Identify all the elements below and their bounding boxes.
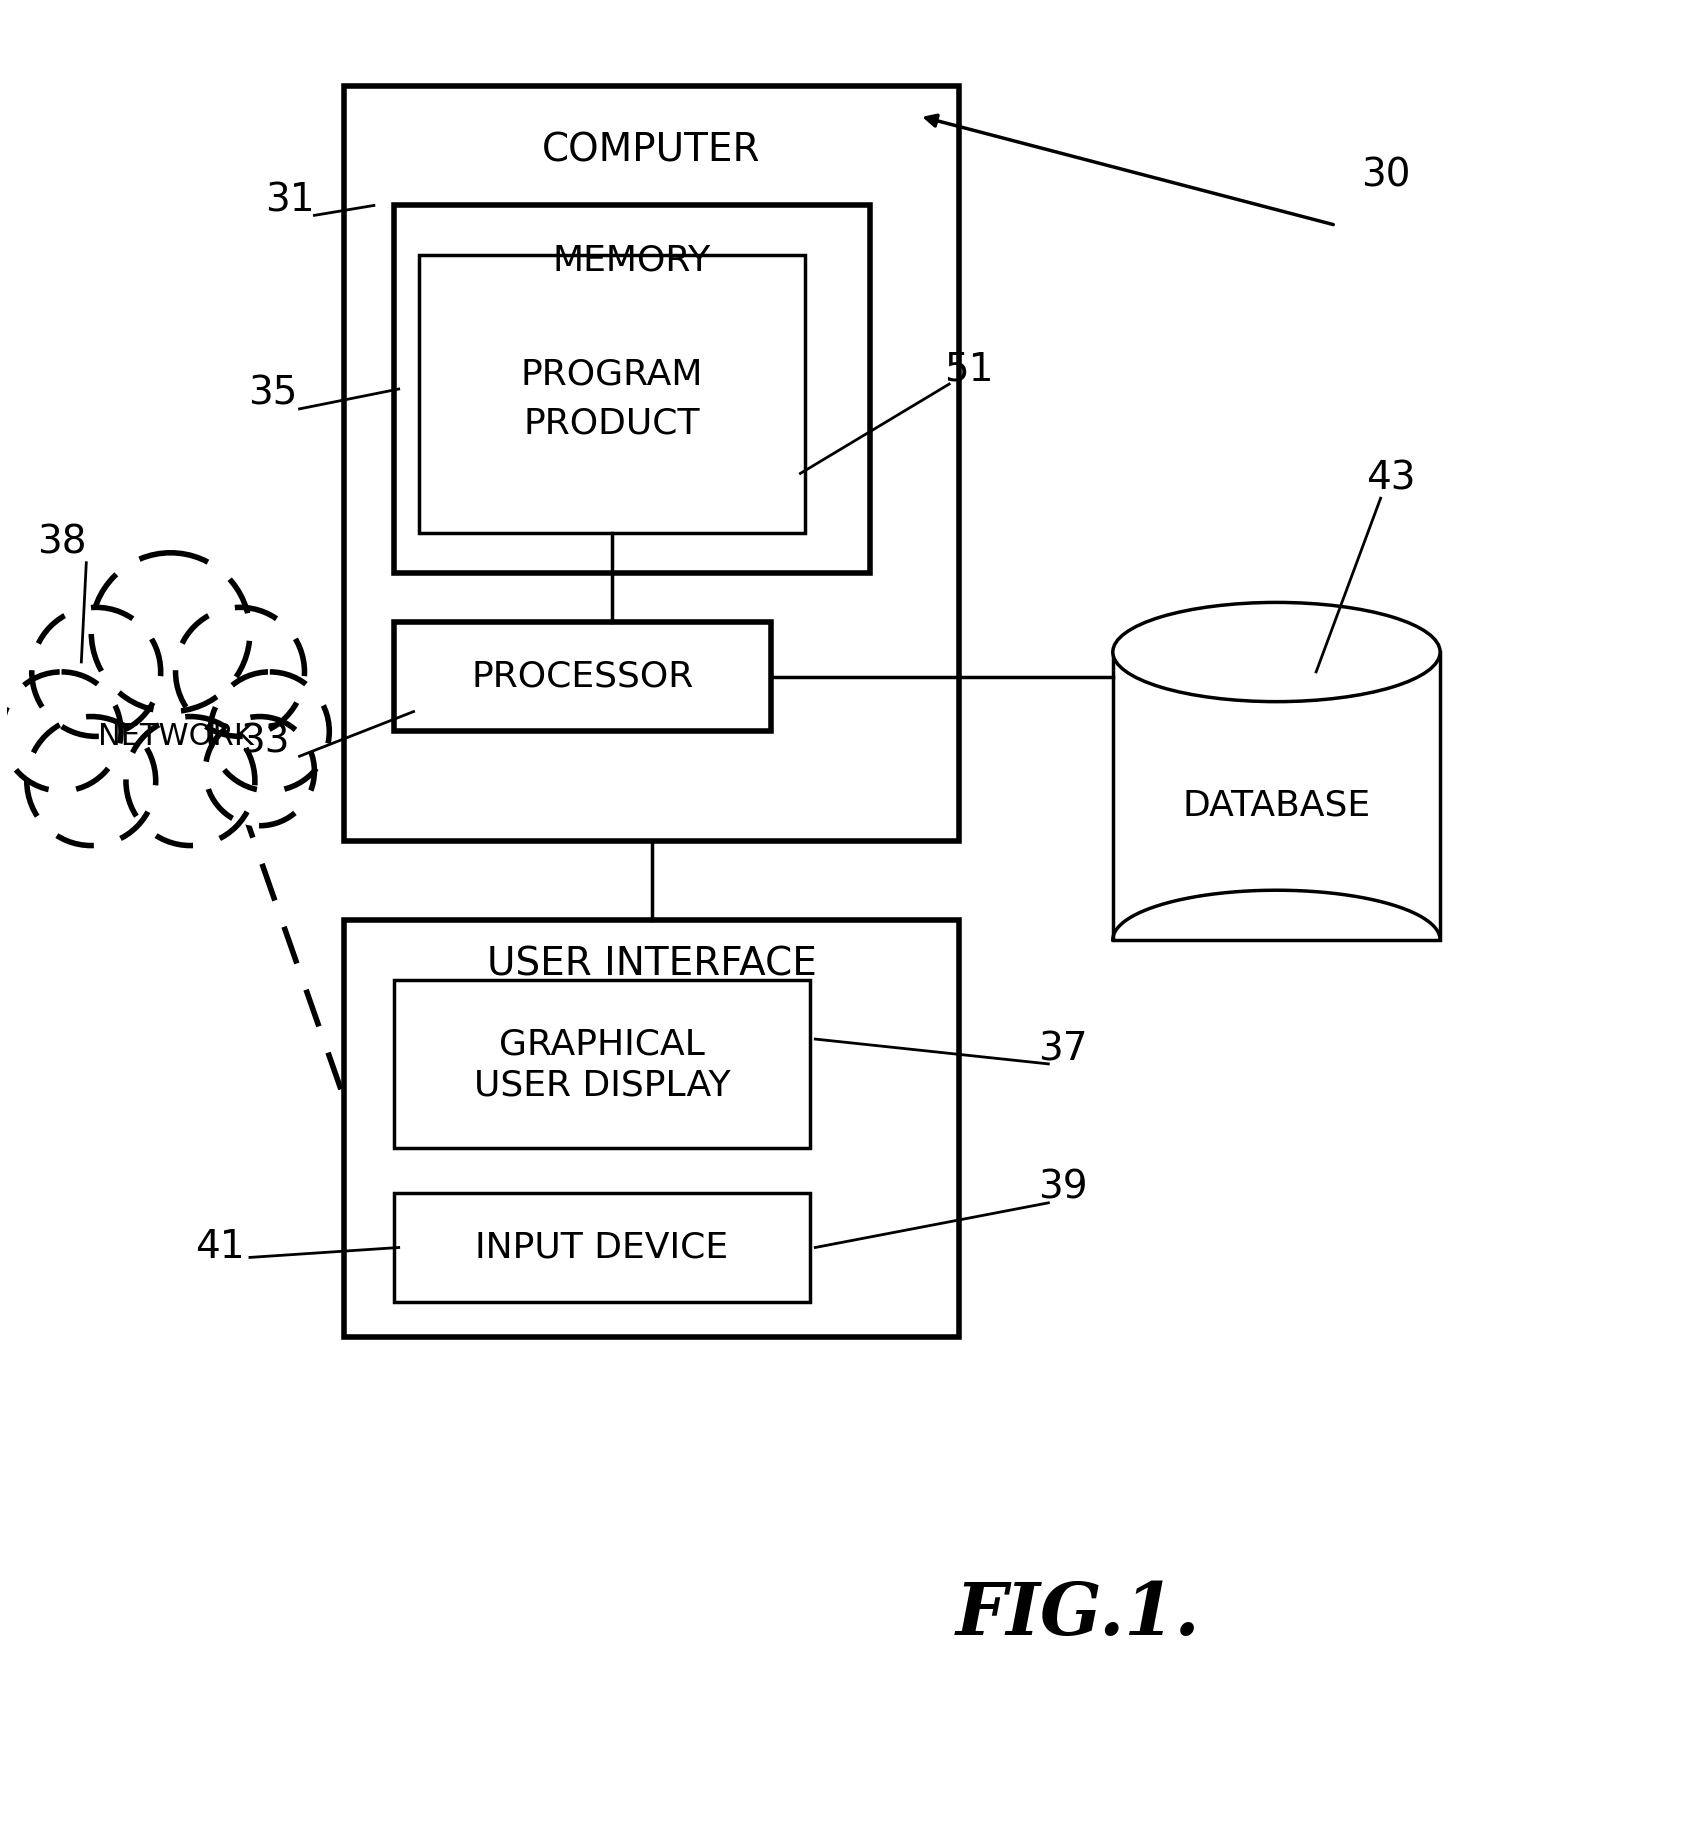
- Text: PROGRAM: PROGRAM: [521, 356, 703, 391]
- Circle shape: [126, 716, 255, 845]
- Text: USER DISPLAY: USER DISPLAY: [473, 1069, 730, 1102]
- Ellipse shape: [1113, 603, 1441, 702]
- Text: FIG.1.: FIG.1.: [955, 1580, 1200, 1650]
- Bar: [1113, 652, 1441, 941]
- Circle shape: [175, 608, 304, 737]
- Text: PROCESSOR: PROCESSOR: [472, 659, 694, 694]
- Text: NETWORK: NETWORK: [98, 722, 253, 751]
- Bar: [344, 86, 959, 841]
- Text: GRAPHICAL: GRAPHICAL: [499, 1027, 704, 1062]
- Text: USER INTERFACE: USER INTERFACE: [487, 946, 816, 983]
- Text: 35: 35: [248, 375, 297, 413]
- Circle shape: [210, 672, 329, 792]
- Circle shape: [205, 716, 314, 825]
- Text: 41: 41: [195, 1229, 244, 1266]
- Text: DATABASE: DATABASE: [1183, 788, 1371, 823]
- Text: 39: 39: [1039, 1168, 1088, 1207]
- Text: MEMORY: MEMORY: [553, 242, 711, 277]
- Bar: [419, 255, 806, 533]
- Bar: [344, 920, 959, 1337]
- Text: 38: 38: [37, 524, 87, 562]
- Circle shape: [32, 608, 161, 737]
- Text: PRODUCT: PRODUCT: [524, 406, 701, 441]
- Text: 51: 51: [944, 351, 994, 388]
- Bar: [394, 623, 770, 731]
- Circle shape: [2, 672, 120, 792]
- Text: 43: 43: [1366, 459, 1415, 498]
- Text: 37: 37: [1039, 1031, 1088, 1067]
- Bar: [394, 979, 809, 1148]
- Circle shape: [27, 716, 156, 845]
- Text: COMPUTER: COMPUTER: [543, 132, 760, 169]
- Text: 31: 31: [265, 182, 314, 219]
- Bar: [394, 206, 871, 573]
- Text: 30: 30: [1361, 156, 1410, 195]
- Text: 33: 33: [239, 722, 290, 761]
- Text: INPUT DEVICE: INPUT DEVICE: [475, 1231, 728, 1264]
- Bar: [394, 1192, 809, 1302]
- Circle shape: [92, 553, 249, 711]
